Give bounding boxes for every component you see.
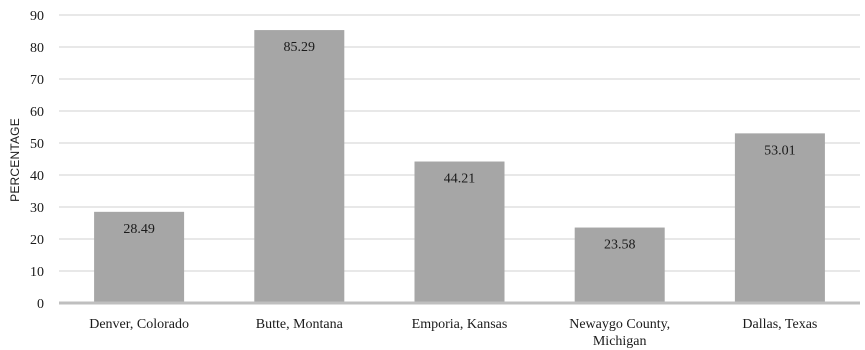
x-category-label: Michigan [593, 334, 647, 349]
data-label: 23.58 [604, 238, 636, 253]
x-category-label: Butte, Montana [256, 317, 344, 332]
labels: 0 10 20 30 40 50 60 70 80 90 28.49 Denver, Colorado… [30, 9, 817, 349]
y-tick-label: 0 [37, 297, 44, 312]
y-tick-label: 30 [30, 201, 44, 216]
y-axis-title: PERCENTAGE [8, 118, 22, 202]
y-tick-label: 70 [30, 73, 44, 88]
data-label: 44.21 [444, 172, 476, 187]
x-category-label: Newaygo County, [569, 317, 670, 332]
bars [94, 30, 825, 304]
y-tick-label: 20 [30, 233, 44, 248]
x-category-label: Emporia, Kansas [412, 317, 508, 332]
data-label: 85.29 [284, 40, 316, 55]
x-category-label: Dallas, Texas [742, 317, 817, 332]
bar [254, 30, 345, 304]
x-category-label: Denver, Colorado [89, 317, 189, 332]
y-tick-label: 90 [30, 9, 44, 24]
bar [734, 133, 825, 303]
data-label: 28.49 [123, 222, 155, 237]
y-tick-label: 40 [30, 169, 44, 184]
y-tick-label: 80 [30, 41, 44, 56]
y-tick-label: 10 [30, 265, 44, 280]
gridlines [59, 14, 860, 272]
y-tick-label: 50 [30, 137, 44, 152]
data-label: 53.01 [764, 143, 796, 158]
y-tick-label: 60 [30, 105, 44, 120]
bar [94, 211, 185, 303]
bar [574, 227, 665, 303]
bar [414, 161, 505, 303]
